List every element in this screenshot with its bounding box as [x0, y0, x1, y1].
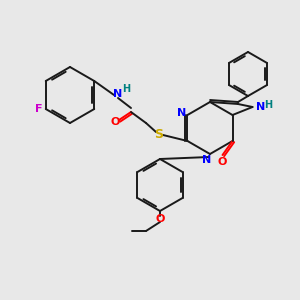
Text: N: N [177, 108, 186, 118]
Text: S: S [154, 128, 164, 142]
Text: N: N [113, 89, 123, 99]
Text: O: O [218, 157, 227, 167]
Text: O: O [110, 117, 120, 127]
Text: H: H [122, 84, 130, 94]
Text: H: H [265, 100, 273, 110]
Text: N: N [256, 102, 265, 112]
Text: N: N [202, 155, 211, 165]
Text: O: O [155, 214, 165, 224]
Text: F: F [35, 104, 43, 114]
